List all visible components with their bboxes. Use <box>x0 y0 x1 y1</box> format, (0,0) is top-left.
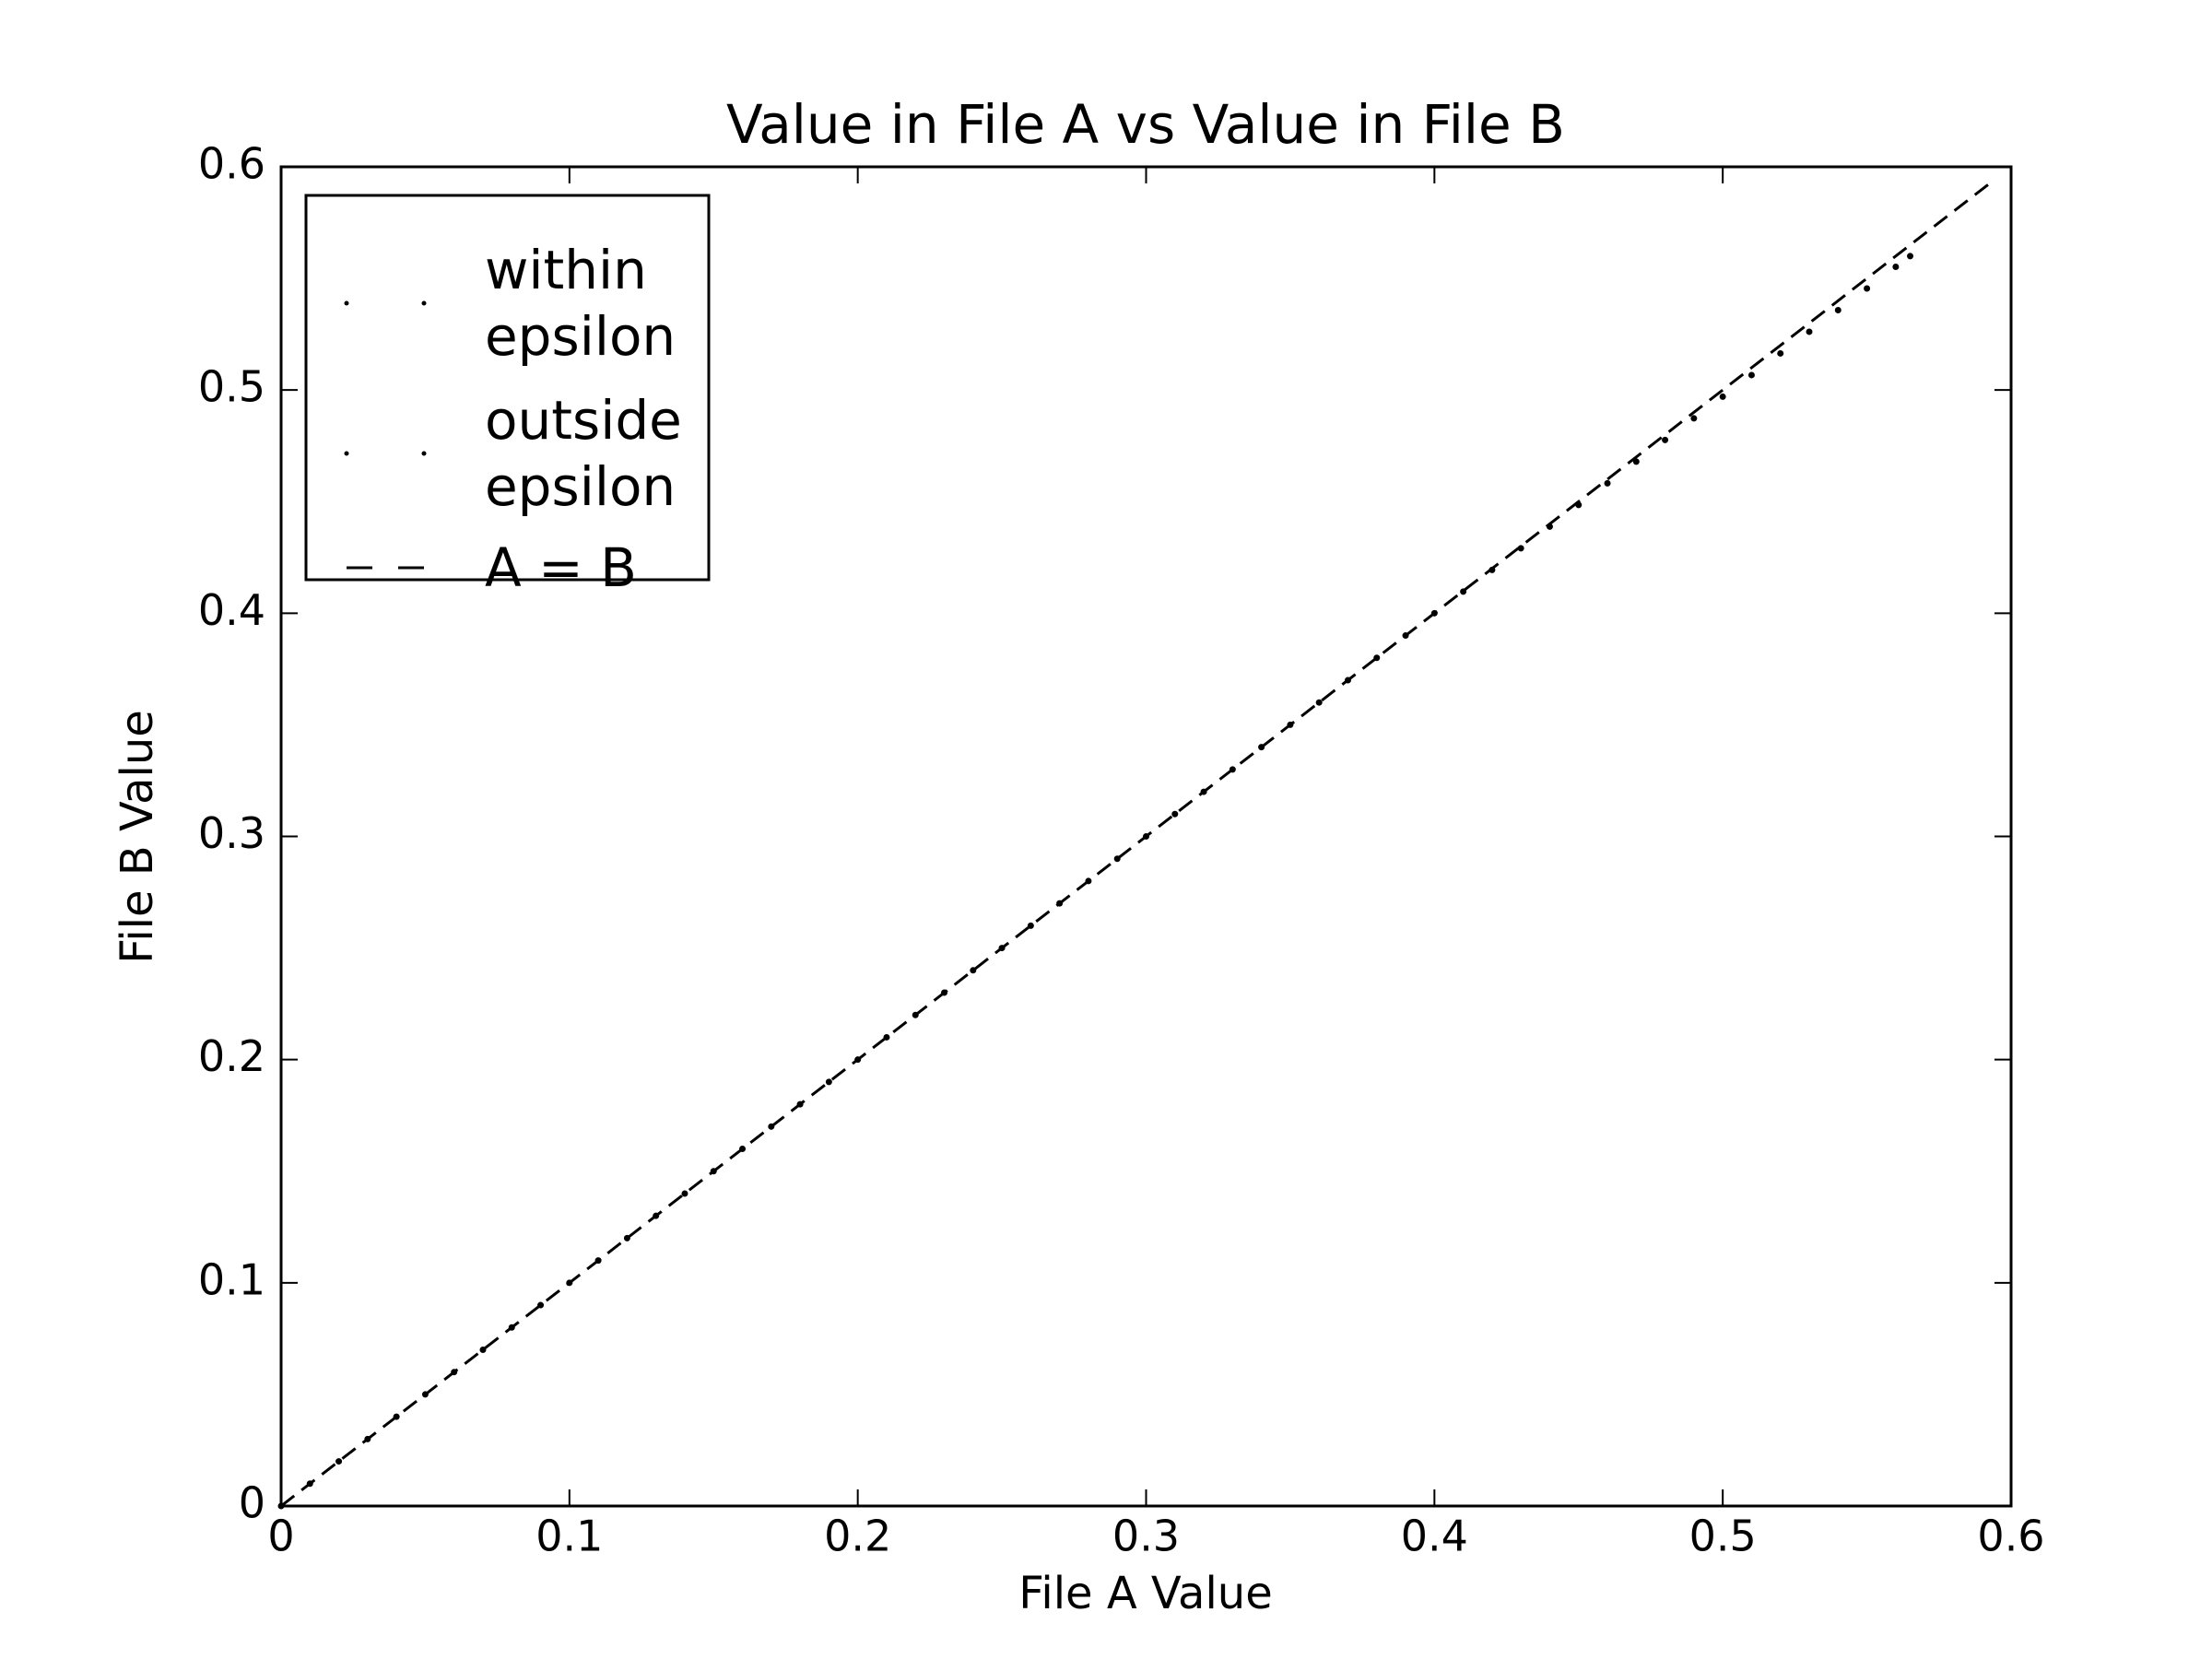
x-tick-label: 0.5 <box>1689 1512 1757 1561</box>
point <box>1632 458 1640 465</box>
y-tick-label: 0 <box>239 1478 265 1528</box>
point <box>1864 285 1871 292</box>
point <box>1604 479 1611 487</box>
point <box>970 967 977 974</box>
point <box>1806 328 1813 335</box>
point <box>1777 349 1784 357</box>
x-tick-label: 0.1 <box>535 1512 603 1561</box>
y-tick-label: 0.1 <box>198 1254 265 1304</box>
legend-swatch <box>344 451 349 456</box>
y-tick-label: 0.3 <box>198 808 265 858</box>
point <box>335 1458 343 1465</box>
legend-box <box>304 194 711 582</box>
y-tick-label: 0.4 <box>198 585 265 635</box>
legend-label: A = B <box>485 536 637 599</box>
point <box>1834 306 1841 313</box>
x-tick-label: 0.6 <box>1977 1512 2044 1561</box>
point <box>681 1190 688 1197</box>
y-tick-label: 0.6 <box>198 139 265 189</box>
legend-swatch <box>344 300 349 306</box>
point <box>1171 810 1179 818</box>
x-tick-label: 0.4 <box>1401 1512 1468 1561</box>
point <box>825 1078 832 1086</box>
point <box>1315 699 1323 706</box>
y-tick-label: 0.5 <box>198 362 265 412</box>
point <box>1517 545 1524 552</box>
legend-label: outside epsilon <box>485 389 682 518</box>
plot-frame <box>279 165 2013 1508</box>
x-tick-label: 0 <box>267 1512 294 1561</box>
point <box>479 1346 487 1353</box>
point <box>1892 263 1900 270</box>
y-tick-label: 0.2 <box>198 1031 265 1081</box>
chart-title: Value in File A vs Value in File B <box>726 93 1565 156</box>
point <box>1662 436 1669 443</box>
x-axis-label: File A Value <box>1018 1568 1272 1619</box>
legend-label: within epsilon <box>485 239 677 368</box>
point <box>1027 922 1034 929</box>
x-tick-label: 0.3 <box>1112 1512 1180 1561</box>
point <box>1719 393 1726 400</box>
point <box>1747 371 1755 379</box>
point <box>1690 415 1698 422</box>
y-axis-label: File B Value <box>112 710 163 964</box>
x-tick-label: 0.2 <box>824 1512 891 1561</box>
legend-swatch <box>421 451 427 456</box>
point <box>1907 253 1914 260</box>
legend-swatch <box>421 300 427 306</box>
